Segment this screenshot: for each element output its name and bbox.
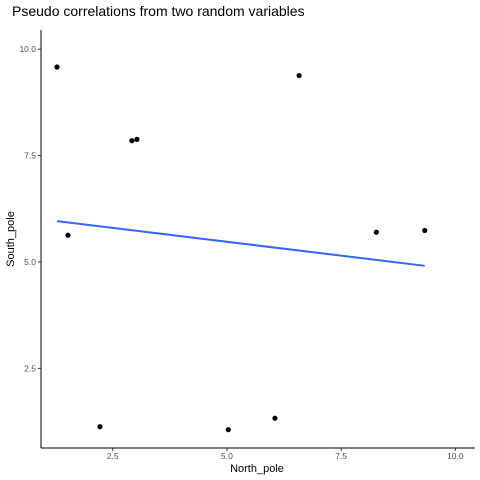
y-tick-label: 10.0 — [19, 44, 36, 54]
data-point — [297, 73, 302, 78]
y-tick-label: 7.5 — [24, 151, 36, 161]
y-tick-label: 5.0 — [24, 257, 36, 267]
regression-layer — [57, 221, 425, 266]
plot-area: 2.5 5.0 7.5 10.0 2.5 5.0 7.5 10.0 — [19, 30, 475, 461]
data-point — [65, 233, 70, 238]
data-point — [226, 427, 231, 432]
y-axis-title: South_pole — [5, 211, 17, 267]
points-layer — [54, 64, 427, 432]
data-point — [129, 138, 134, 143]
data-point — [134, 137, 139, 142]
axis-ticks: 2.5 5.0 7.5 10.0 2.5 5.0 7.5 10.0 — [19, 44, 463, 461]
data-point — [97, 424, 102, 429]
data-point — [422, 228, 427, 233]
data-point — [374, 230, 379, 235]
y-tick-label: 2.5 — [24, 363, 36, 373]
x-tick-label: 2.5 — [107, 451, 119, 461]
regression-line — [57, 221, 425, 266]
x-tick-label: 5.0 — [221, 451, 233, 461]
x-tick-label: 10.0 — [447, 451, 464, 461]
chart-title: Pseudo correlations from two random vari… — [12, 3, 305, 19]
x-axis-title: North_pole — [230, 463, 284, 475]
data-point — [272, 416, 277, 421]
x-tick-label: 7.5 — [335, 451, 347, 461]
data-point — [54, 64, 59, 69]
